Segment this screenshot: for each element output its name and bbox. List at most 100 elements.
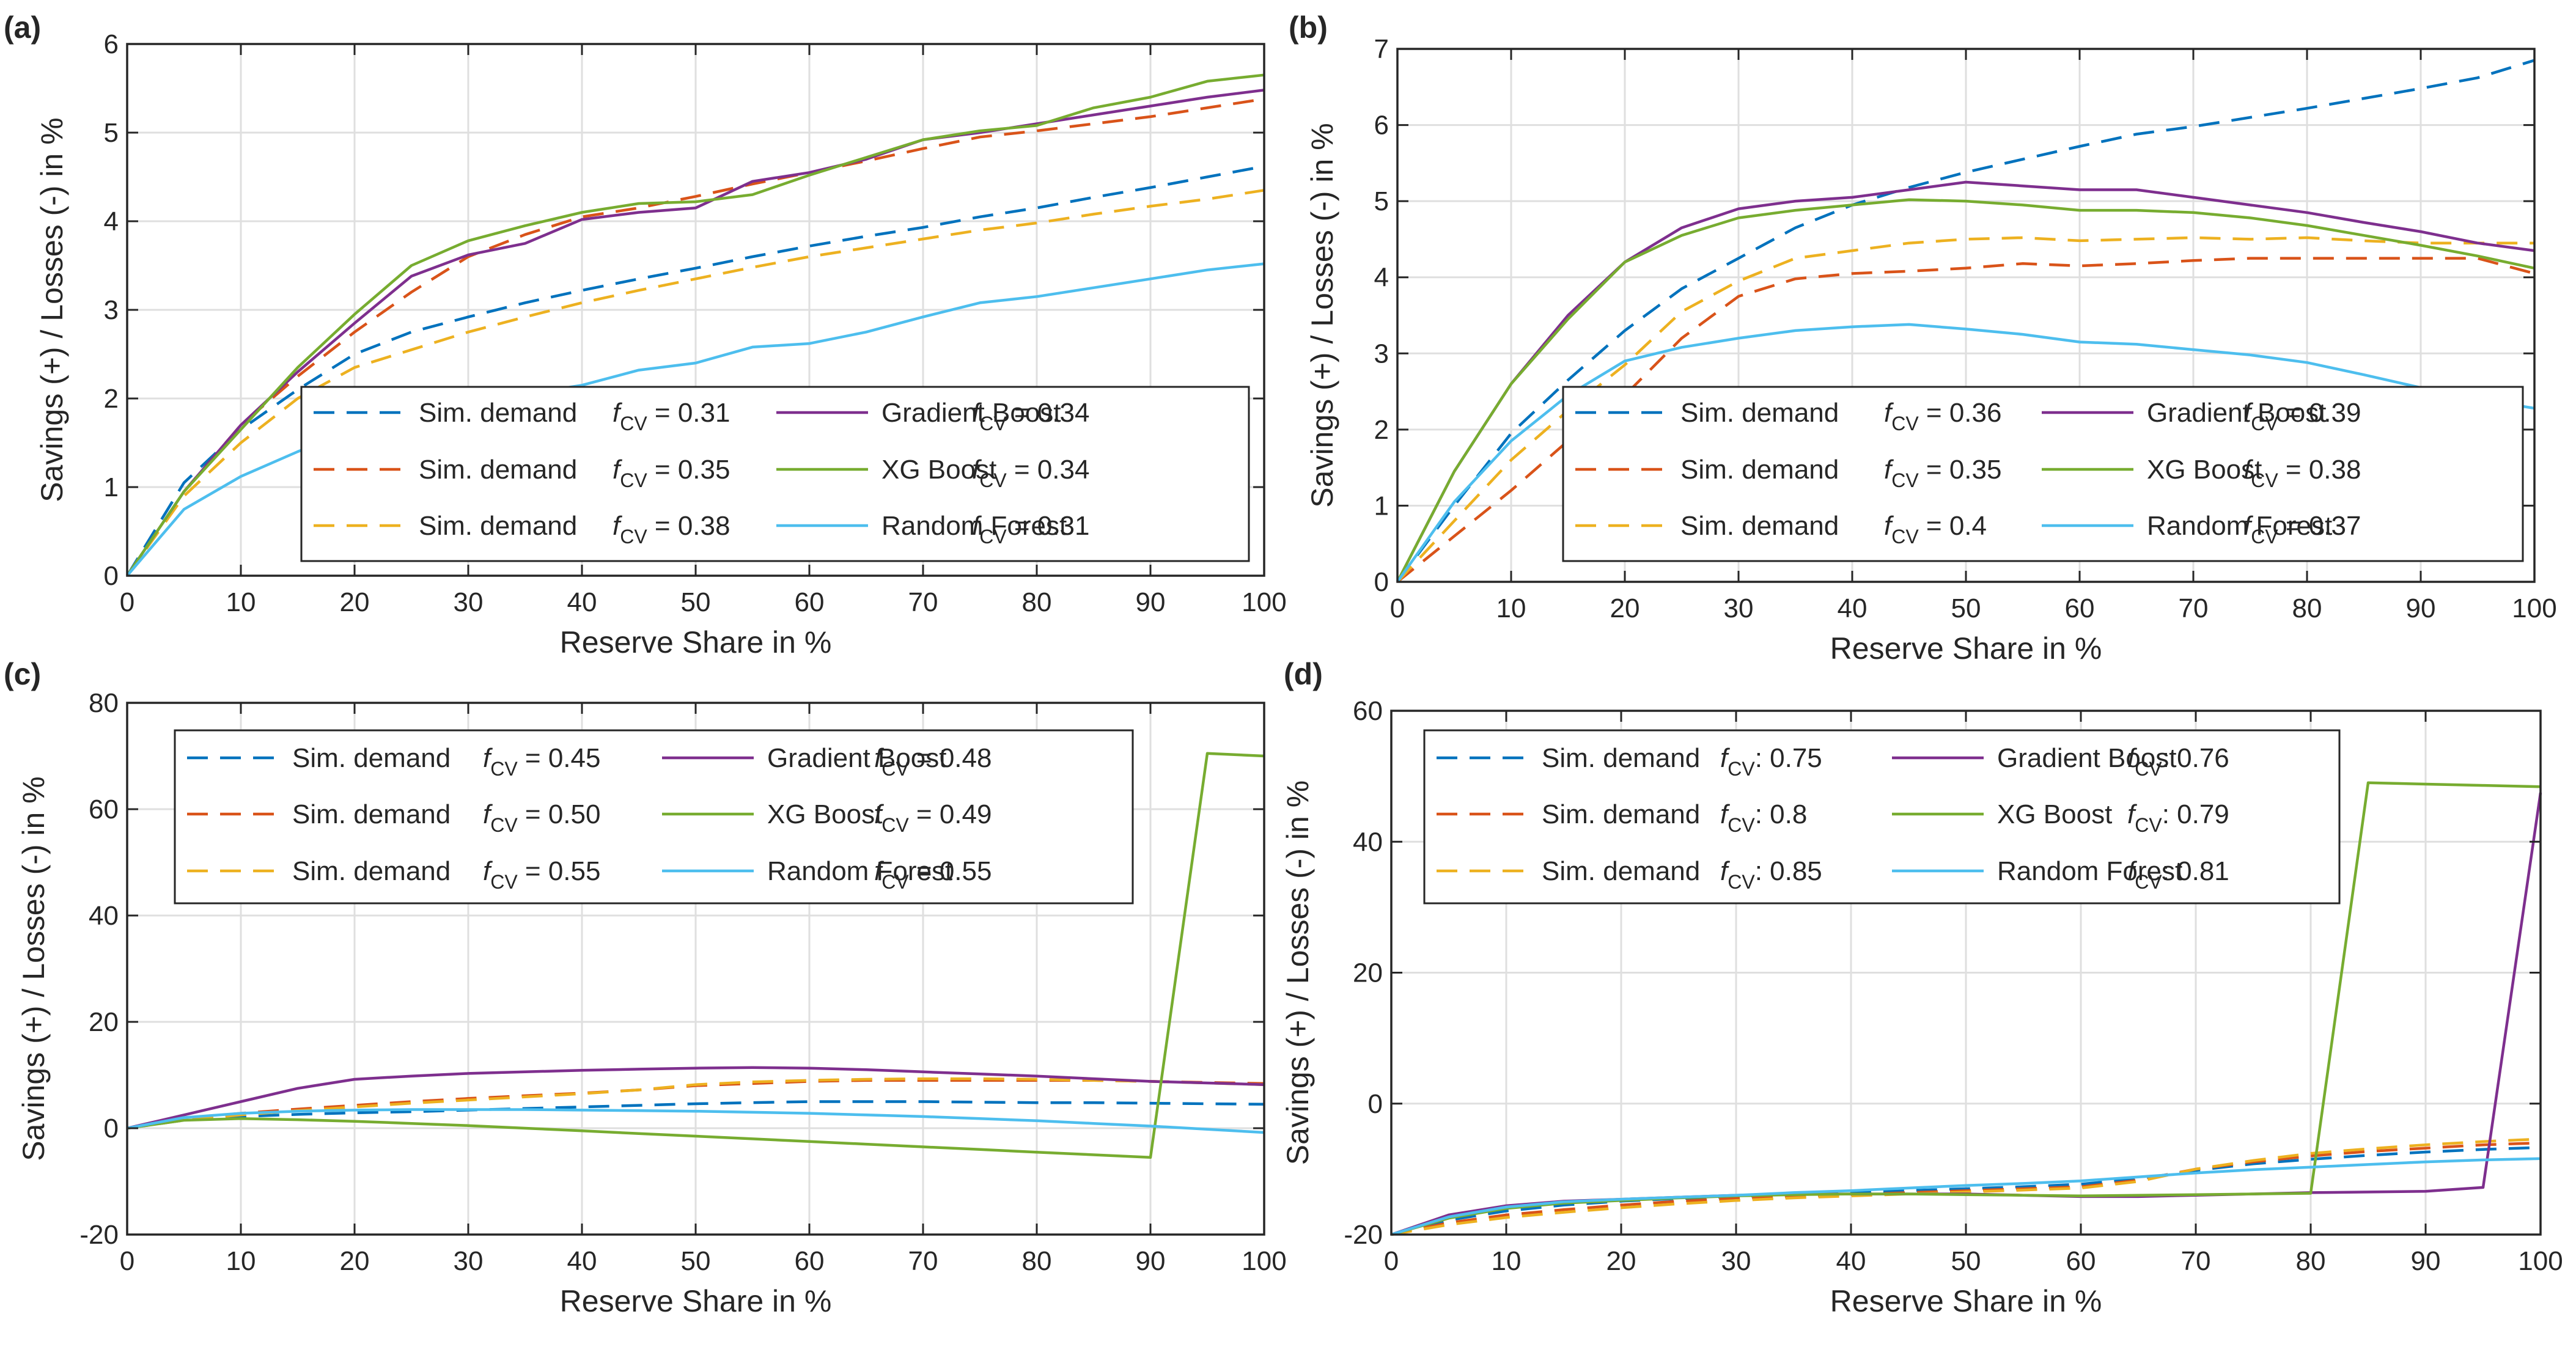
legend-fcv: fCV = 0.37 <box>2243 511 2361 548</box>
y-tick-label: 3 <box>1374 339 1389 369</box>
x-tick-label: 30 <box>1721 1246 1751 1276</box>
legend-fcv: fCV: 0.85 <box>1720 856 1822 893</box>
y-tick-label: 20 <box>89 1007 119 1037</box>
series-line-6 <box>1391 1157 2541 1236</box>
x-tick-label: 30 <box>1724 593 1754 623</box>
legend-fcv: fCV = 0.36 <box>1884 398 2001 435</box>
x-tick-label: 20 <box>340 1246 370 1276</box>
x-tick-label: 70 <box>2181 1246 2211 1276</box>
legend-label: Sim. demand <box>1542 743 1700 773</box>
x-tick-label: 10 <box>1492 1246 1522 1276</box>
x-tick-label: 60 <box>2066 1246 2096 1276</box>
series-line-2 <box>126 97 1265 577</box>
y-tick-label: 6 <box>1374 111 1389 141</box>
series-line-4 <box>126 89 1265 577</box>
series-line-5 <box>1396 198 2535 583</box>
series-line-5 <box>127 752 1265 1159</box>
x-tick-label: 80 <box>1022 1246 1052 1276</box>
x-axis-label: Reserve Share in % <box>560 625 832 659</box>
x-tick-label: 70 <box>908 1246 938 1276</box>
legend-fcv: fCV = 0.34 <box>972 398 1089 435</box>
panel-label: (d) <box>1284 657 1323 691</box>
y-tick-label: 1 <box>1374 491 1389 521</box>
y-axis-label: Savings (+) / Losses (-) in % <box>35 117 69 502</box>
y-tick-label: 1 <box>104 472 119 502</box>
legend-label: Sim. demand <box>419 511 577 541</box>
legend-box <box>1562 386 2524 562</box>
panel-label: (a) <box>4 10 41 45</box>
x-tick-label: 90 <box>1136 1246 1166 1276</box>
chart-panel-2: 0 10 20 30 40 50 60 70 80 90 100 0 1 2 3 4 5 6 7 Reserve Sh… <box>1289 10 2557 666</box>
x-tick-label: 70 <box>2179 593 2209 623</box>
series-line-5 <box>126 73 1265 577</box>
x-tick-label: 0 <box>1384 1246 1399 1276</box>
y-tick-label: 7 <box>1374 34 1389 64</box>
y-tick-label: 3 <box>104 295 119 325</box>
x-axis-label: Reserve Share in % <box>560 1284 832 1318</box>
x-tick-label: 30 <box>454 587 484 617</box>
x-tick-label: 20 <box>340 587 370 617</box>
series-line-6 <box>127 1108 1265 1134</box>
legend-label: XG Boost <box>2147 455 2262 485</box>
series-line-1 <box>127 1100 1265 1130</box>
y-tick-label: 60 <box>1353 696 1383 726</box>
legend-box <box>300 386 1250 562</box>
legend-label: Gradient Boost <box>767 743 947 773</box>
legend-fcv: fCV = 0.55 <box>874 856 992 893</box>
y-tick-label: 4 <box>104 207 119 237</box>
x-tick-label: 40 <box>1838 593 1868 623</box>
x-tick-label: 0 <box>120 1246 134 1276</box>
x-tick-label: 10 <box>226 1246 256 1276</box>
x-tick-label: 80 <box>1022 587 1052 617</box>
legend-fcv: fCV = 0.35 <box>1884 455 2001 491</box>
legend-label: Sim. demand <box>292 799 451 829</box>
x-tick-label: 40 <box>567 587 597 617</box>
y-axis-label: Savings (+) / Losses (-) in % <box>1281 780 1315 1165</box>
legend-label: XG Boost <box>881 455 996 485</box>
x-tick-label: 50 <box>1951 593 1981 623</box>
series-line-1 <box>1396 59 2535 583</box>
y-axis-label: Savings (+) / Losses (-) in % <box>17 776 51 1161</box>
x-tick-label: 90 <box>1136 587 1166 617</box>
series-line-4 <box>127 1066 1265 1130</box>
legend-fcv: fCV = 0.50 <box>483 799 600 836</box>
y-tick-label: -20 <box>79 1220 119 1250</box>
legend-label: Gradient Boost <box>881 398 1061 428</box>
y-tick-label: 0 <box>104 1114 119 1143</box>
series-line-6 <box>1396 323 2535 583</box>
legend-fcv: fCV = 0.34 <box>972 455 1089 491</box>
x-tick-label: 100 <box>2512 593 2556 623</box>
x-tick-label: 100 <box>2518 1246 2563 1276</box>
series-line-3 <box>1391 1137 2541 1236</box>
legend-box <box>1423 729 2341 905</box>
legend-fcv: fCV: 0.75 <box>1720 743 1822 780</box>
x-tick-label: 0 <box>120 587 134 617</box>
series-line-3 <box>127 1077 1265 1130</box>
x-tick-label: 10 <box>1496 593 1526 623</box>
x-tick-label: 30 <box>454 1246 484 1276</box>
y-tick-label: 5 <box>1374 186 1389 216</box>
x-tick-label: 90 <box>2406 593 2436 623</box>
y-tick-label: 80 <box>89 688 119 718</box>
legend-label: Gradient Boost <box>2147 398 2327 428</box>
y-tick-label: 40 <box>1353 827 1383 857</box>
legend: Sim. demand fCV = 0.31 Sim. demand fCV = 0.… <box>300 386 1250 562</box>
legend-label: Random Forest <box>881 511 1067 541</box>
legend: Sim. demand fCV = 0.45 Sim. demand fCV = 0.… <box>174 729 1134 905</box>
legend-fcv: fCV = 0.31 <box>972 511 1089 548</box>
legend-label: Random Forest <box>767 856 952 886</box>
y-tick-label: 0 <box>1374 567 1389 597</box>
y-tick-label: 20 <box>1353 958 1383 988</box>
legend-label: Sim. demand <box>419 398 577 428</box>
x-tick-label: 50 <box>681 1246 711 1276</box>
legend-label: Sim. demand <box>1680 455 1839 485</box>
y-tick-label: 5 <box>104 118 119 148</box>
y-tick-label: 4 <box>1374 263 1389 293</box>
x-axis-label: Reserve Share in % <box>1830 1284 2102 1318</box>
x-tick-label: 50 <box>1951 1246 1981 1276</box>
series-line-4 <box>1396 180 2535 583</box>
legend-fcv: fCV: 0.8 <box>1720 799 1807 836</box>
legend-fcv: fCV: 0.79 <box>2127 799 2229 836</box>
x-tick-label: 100 <box>1242 1246 1286 1276</box>
